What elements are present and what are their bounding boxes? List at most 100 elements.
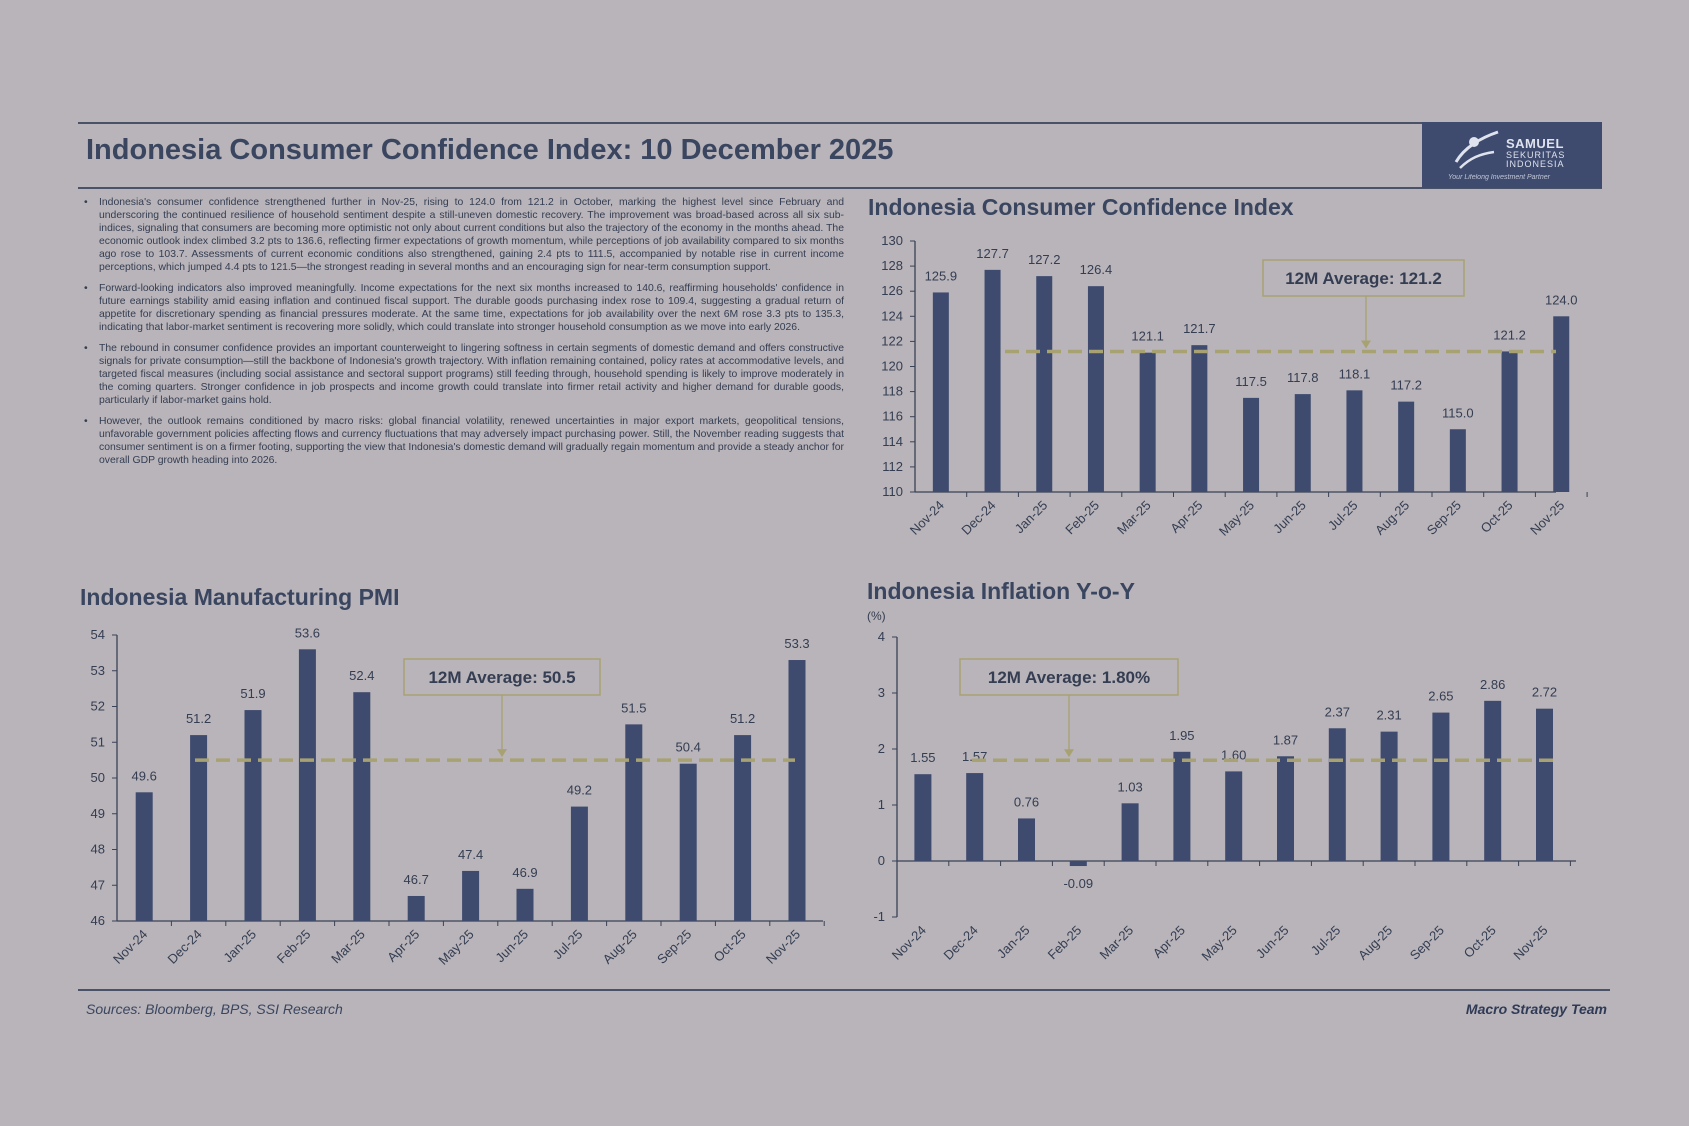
pmi-data-label: 47.4: [458, 847, 483, 862]
inflation-bar: [914, 774, 932, 861]
inflation-y-tick-label: 0: [878, 853, 885, 868]
bullet-item: However, the outlook remains conditioned…: [82, 415, 844, 467]
pmi-y-tick-label: 47: [91, 877, 105, 892]
cci-y-tick-label: 120: [881, 359, 903, 374]
cci-data-label: 125.9: [925, 268, 958, 283]
cci-data-label: 118.1: [1339, 366, 1371, 381]
pmi-y-tick-label: 51: [91, 734, 105, 749]
cci-data-label: 127.2: [1028, 252, 1061, 267]
cci-y-tick-label: 116: [882, 409, 903, 424]
cci-y-tick-label: 128: [881, 258, 903, 273]
pmi-y-tick-label: 46: [91, 913, 105, 928]
inflation-data-label: 1.95: [1169, 728, 1194, 743]
pmi-bar: [734, 735, 752, 921]
inflation-y-tick-label: 4: [878, 629, 885, 644]
cci-bar: [1191, 345, 1208, 492]
inflation-data-label: 2.37: [1325, 704, 1350, 719]
inflation-x-tick-label: Feb-25: [1045, 923, 1085, 963]
logo-line2: SEKURITAS: [1506, 150, 1566, 160]
pmi-data-label: 53.6: [295, 625, 320, 640]
cci-chart-title: Indonesia Consumer Confidence Index: [868, 194, 1294, 220]
inflation-bar: [1173, 751, 1191, 861]
cci-y-tick-label: 118: [882, 384, 903, 399]
pmi-y-tick-label: 53: [91, 663, 105, 678]
pmi-bar: [570, 806, 588, 921]
inflation-data-label: 1.03: [1117, 779, 1142, 794]
cci-bar: [984, 269, 1001, 492]
page-title: Indonesia Consumer Confidence Index: 10 …: [86, 134, 894, 166]
pmi-bar: [679, 763, 697, 921]
commentary-bullets: Indonesia's consumer confidence strength…: [82, 196, 844, 475]
inflation-unit-label: (%): [867, 609, 886, 623]
inflation-x-tick-label: Oct-25: [1461, 923, 1499, 961]
cci-y-tick-label: 122: [881, 333, 903, 348]
inflation-bar: [1328, 728, 1346, 861]
cci-bar: [1449, 429, 1466, 492]
cci-y-tick-label: 114: [882, 434, 903, 449]
cci-bar: [1243, 397, 1260, 492]
cci-data-label: 127.7: [976, 246, 1009, 261]
pmi-data-label: 51.2: [186, 711, 211, 726]
pmi-data-label: 49.6: [132, 768, 157, 783]
cci-average-arrowhead: [1361, 340, 1371, 349]
inflation-x-tick-label: Nov-24: [889, 923, 929, 963]
pmi-y-tick-label: 48: [91, 842, 105, 857]
inflation-data-label: 2.31: [1376, 708, 1401, 723]
pmi-bar: [244, 710, 262, 921]
pmi-bar: [516, 888, 534, 921]
cci-data-label: 117.2: [1390, 378, 1422, 393]
pmi-data-label: 46.7: [404, 872, 429, 887]
logo-line3: INDONESIA: [1506, 159, 1565, 169]
cci-bar: [1553, 316, 1570, 492]
pmi-average-label: 12M Average: 50.5: [428, 668, 575, 687]
inflation-data-label: 1.55: [910, 750, 935, 765]
inflation-average-label: 12M Average: 1.80%: [988, 668, 1150, 687]
pmi-y-tick-label: 54: [91, 627, 105, 642]
pmi-bar: [625, 724, 643, 921]
bullet-item: The rebound in consumer confidence provi…: [82, 342, 844, 407]
cci-average-box: [1262, 259, 1465, 297]
sources-note: Sources: Bloomberg, BPS, SSI Research: [86, 1001, 343, 1017]
cci-data-label: 121.7: [1183, 321, 1216, 336]
top-rule: [78, 122, 1602, 124]
cci-bar: [932, 292, 949, 492]
cci-data-label: 117.8: [1287, 370, 1319, 385]
bottom-rule: [78, 989, 1610, 991]
logo-tagline: Your Lifelong Investment Partner: [1448, 174, 1550, 181]
pmi-y-tick-label: 50: [91, 770, 105, 785]
pmi-bar: [353, 692, 371, 921]
cci-y-tick-label: 110: [882, 484, 903, 499]
inflation-x-tick-label: May-25: [1199, 923, 1240, 964]
inflation-bar: [1225, 771, 1243, 861]
pmi-data-label: 46.9: [512, 865, 537, 880]
cci-y-tick-label: 112: [882, 459, 903, 474]
company-logo: SAMUEL SEKURITAS INDONESIA Your Lifelong…: [1422, 122, 1602, 188]
pmi-bar: [407, 895, 425, 921]
pmi-data-label: 49.2: [567, 783, 592, 798]
inflation-x-tick-label: Nov-25: [1510, 923, 1550, 963]
inflation-x-tick-label: Aug-25: [1355, 923, 1395, 963]
inflation-bar: [1536, 708, 1553, 861]
inflation-x-tick-label: Mar-25: [1096, 923, 1136, 963]
inflation-bar: [1018, 818, 1035, 861]
inflation-x-tick-label: Jan-25: [994, 923, 1033, 962]
inflation-average-arrowhead: [1064, 749, 1074, 758]
cci-y-tick-label: 126: [881, 283, 903, 298]
cci-bar: [1036, 276, 1053, 492]
cci-data-label: 126.4: [1080, 262, 1113, 277]
cci-data-label: 121.2: [1493, 327, 1526, 342]
cci-bar: [1294, 394, 1311, 492]
inflation-bar: [1432, 712, 1450, 861]
inflation-x-tick-label: Jun-25: [1253, 923, 1292, 962]
cci-bar: [1398, 401, 1415, 492]
cci-data-label: 124.0: [1545, 292, 1578, 307]
inflation-data-label: 1.87: [1273, 732, 1298, 747]
title-rule: [78, 187, 1602, 189]
cci-y-tick-label: 124: [881, 308, 903, 323]
inflation-data-label: -0.09: [1063, 876, 1093, 891]
inflation-bar: [1277, 756, 1294, 861]
pmi-y-tick-label: 52: [91, 699, 105, 714]
